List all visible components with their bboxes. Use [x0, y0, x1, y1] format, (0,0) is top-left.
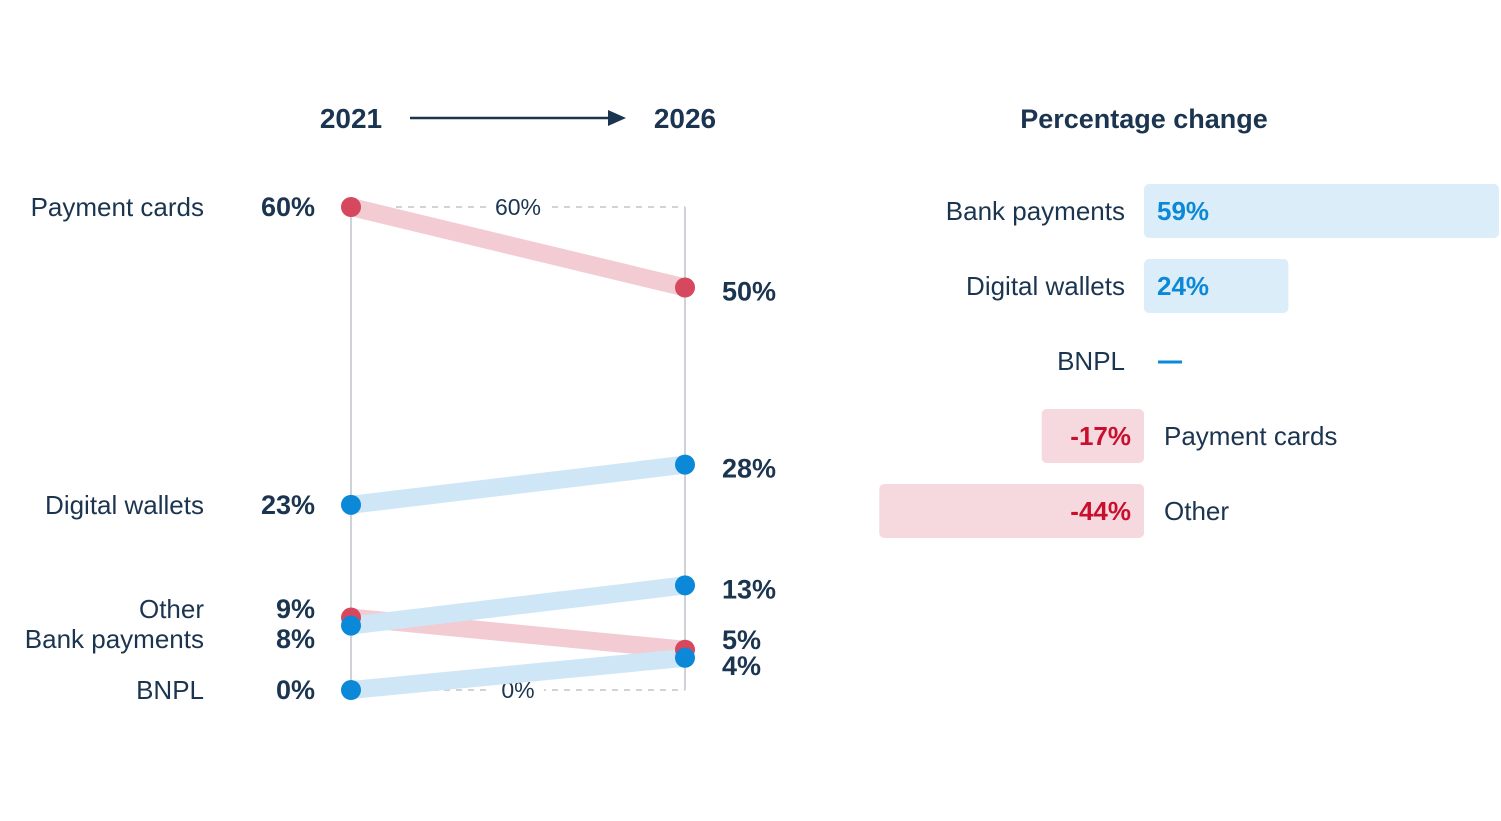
value-2021-other: 9% — [276, 594, 315, 624]
value-2021-payment-cards: 60% — [261, 192, 315, 222]
dot-2021-payment-cards — [341, 197, 361, 217]
dot-2026-bank-payments — [675, 575, 695, 596]
bar-category-bank-payments: Bank payments — [946, 196, 1125, 226]
bar-value-bank-payments: 59% — [1157, 196, 1209, 226]
change-bar-chart: 59% Bank payments 24% Digital wallets BNPL — -… — [879, 184, 1499, 538]
category-label-payment-cards: Payment cards — [31, 192, 204, 222]
slope-band-digital-wallets — [349, 455, 687, 514]
dot-2026-bnpl — [675, 647, 695, 668]
category-label-bank-payments: Bank payments — [25, 624, 204, 654]
value-2021-bnpl: 0% — [276, 675, 315, 705]
slope-band-bank-payments — [349, 576, 687, 635]
bar-category-payment-cards: Payment cards — [1164, 421, 1337, 451]
bar-category-digital-wallets: Digital wallets — [966, 271, 1125, 301]
bar-other — [879, 484, 1144, 538]
slope-band-payment-cards — [348, 198, 688, 297]
right-arrow-icon — [410, 110, 626, 126]
bar-payment-cards — [1041, 409, 1144, 463]
bar-value-payment-cards: -17% — [1070, 421, 1131, 451]
value-2021-bank-payments: 8% — [276, 624, 315, 654]
value-2026-bank-payments: 13% — [722, 574, 776, 604]
dot-2021-digital-wallets — [341, 494, 361, 515]
category-label-digital-wallets: Digital wallets — [45, 490, 204, 520]
bar-category-other: Other — [1164, 496, 1229, 526]
category-label-other: Other — [139, 594, 204, 624]
value-2021-digital-wallets: 23% — [261, 490, 315, 520]
dot-2026-digital-wallets — [675, 454, 695, 475]
dot-2021-bnpl — [341, 680, 361, 700]
value-2026-payment-cards: 50% — [722, 277, 776, 307]
slope-chart: 60% 0% Payment cards 60% 50% Digital wallets 2… — [25, 191, 776, 705]
end-year-label: 2026 — [654, 103, 716, 134]
bar-value-digital-wallets: 24% — [1157, 271, 1209, 301]
dot-2026-payment-cards — [675, 277, 695, 298]
bar-value-text-bnpl: — — [1170, 369, 1171, 371]
value-2026-bnpl: 4% — [722, 651, 761, 681]
bar-value-other: -44% — [1070, 496, 1131, 526]
start-year-label: 2021 — [320, 103, 382, 134]
percentage-change-title: Percentage change — [1020, 104, 1268, 134]
category-label-bnpl: BNPL — [136, 675, 204, 705]
value-2026-other: 5% — [722, 625, 761, 655]
bar-category-bnpl: BNPL — [1057, 346, 1125, 376]
dot-2021-bank-payments — [341, 615, 361, 636]
slope-band-bnpl — [350, 648, 686, 699]
max-guide-label: 60% — [495, 194, 541, 220]
max-guide-label-bg — [486, 191, 550, 221]
value-2026-digital-wallets: 28% — [722, 454, 776, 484]
bar-digital-wallets — [1144, 259, 1289, 313]
bar-bank-payments — [1144, 184, 1499, 238]
